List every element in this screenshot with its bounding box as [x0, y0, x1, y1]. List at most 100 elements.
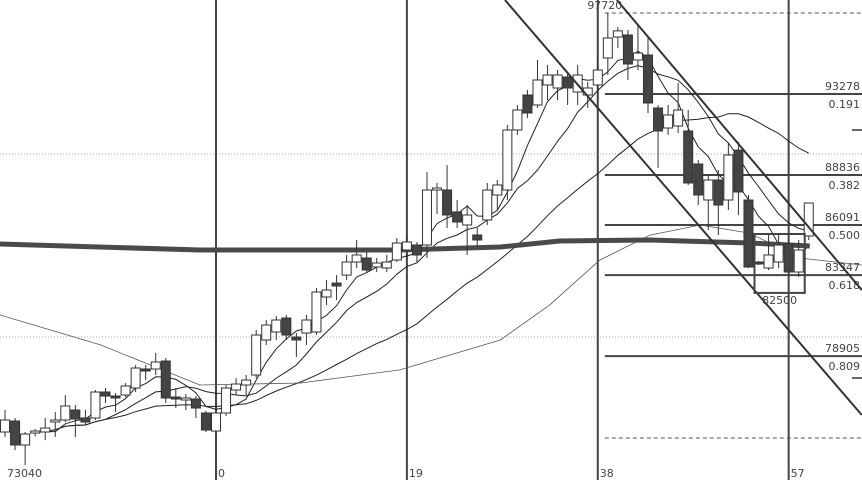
x-tick-label: 38 — [600, 467, 614, 480]
x-tick-label: 19 — [409, 467, 423, 480]
candle-up — [663, 114, 674, 129]
candle-up — [251, 334, 262, 376]
candle-up — [241, 379, 252, 386]
candle-down — [70, 409, 81, 420]
candle-up — [90, 391, 101, 419]
candle-up — [180, 397, 191, 401]
candle-down — [622, 34, 633, 65]
candle-up — [632, 52, 643, 61]
candle-up — [492, 184, 503, 196]
candle-up — [723, 154, 734, 201]
candle-down — [190, 398, 201, 409]
candle-up — [130, 367, 141, 389]
candle-down — [683, 130, 694, 184]
candle-down — [170, 396, 181, 400]
candle-down — [442, 189, 453, 216]
candle-up — [301, 319, 312, 334]
candle-up — [542, 74, 553, 86]
candle-up — [803, 202, 814, 237]
candle-up — [0, 419, 11, 433]
candle-up — [120, 385, 131, 396]
heavy-moving-average-line — [0, 237, 810, 253]
fibonacci-levels: 932780.191888360.382860910.500833470.618… — [604, 80, 862, 373]
candle-down — [140, 368, 151, 372]
candle-up — [321, 289, 332, 298]
range-box: 82500 — [753, 233, 806, 307]
candle-up — [391, 242, 402, 261]
high-price-label: 97720 — [587, 0, 622, 12]
candle-up — [271, 319, 282, 333]
candle-down — [452, 211, 463, 223]
candle-up — [532, 79, 543, 106]
candle-up — [432, 187, 443, 191]
candle-down — [411, 244, 422, 256]
candle-up — [50, 419, 61, 423]
range-box-rect — [753, 233, 806, 294]
candle-up — [512, 109, 523, 131]
candle-up — [381, 261, 392, 269]
candle-up — [371, 262, 382, 268]
candle-down — [743, 199, 754, 268]
candle-down — [783, 243, 794, 273]
fib-ratio-label: 0.382 — [829, 179, 861, 192]
candle-up — [60, 405, 71, 421]
candle-up — [592, 69, 603, 86]
candle-up — [793, 249, 804, 273]
candle-up — [673, 109, 684, 127]
candle-up — [763, 254, 774, 269]
candle-up — [401, 241, 412, 251]
candle-up — [150, 361, 161, 370]
candle-down — [653, 107, 664, 132]
trendline — [616, 0, 862, 291]
candle-down — [472, 234, 483, 241]
fib-price-label: 88836 — [825, 161, 860, 174]
fib-price-label: 78905 — [825, 342, 860, 355]
candle-up — [421, 189, 432, 246]
candle-down — [643, 54, 654, 104]
x-tick-label: 73040 — [7, 467, 42, 480]
range-box-label: 82500 — [762, 294, 797, 307]
candle-down — [522, 94, 533, 114]
candle-down — [10, 420, 21, 446]
candle-up — [341, 261, 352, 276]
fib-ratio-label: 0.500 — [829, 229, 861, 242]
candle-down — [100, 391, 111, 397]
candle-up — [221, 387, 232, 414]
fib-price-label: 93278 — [825, 80, 860, 93]
candle-down — [562, 76, 573, 89]
candle-up — [773, 244, 784, 263]
fib-ratio-label: 0.618 — [829, 279, 861, 292]
fib-price-label: 86091 — [825, 211, 860, 224]
trendline — [504, 0, 862, 416]
fib-ratio-label: 0.809 — [829, 360, 861, 373]
candle-down — [110, 395, 121, 399]
candle-up — [211, 412, 222, 432]
fib-ratio-label: 0.191 — [829, 98, 861, 111]
candle-up — [462, 214, 473, 226]
candle-down — [160, 360, 171, 399]
candle-up — [703, 179, 714, 201]
candle-up — [602, 37, 613, 59]
candle-up — [20, 433, 31, 446]
candle-up — [552, 74, 563, 89]
candle-up — [502, 129, 513, 191]
candle-down — [200, 412, 211, 431]
candle-up — [351, 254, 362, 263]
candle-down — [361, 257, 372, 271]
axis-labels: 97720 73040 0 19 38 57 — [7, 0, 805, 480]
candle-up — [612, 30, 623, 38]
candle-down — [733, 149, 744, 193]
candle-up — [311, 291, 322, 333]
candle-up — [261, 324, 272, 341]
candle-down — [713, 179, 724, 206]
grid-lines — [0, 12, 862, 439]
candle-up — [231, 383, 242, 391]
candle-down — [281, 317, 292, 336]
trendlines — [504, 0, 862, 416]
x-tick-label: 0 — [218, 467, 225, 480]
candle-up — [40, 427, 51, 433]
candle-up — [482, 189, 493, 221]
candle-up — [30, 430, 41, 434]
candle-down — [331, 282, 342, 287]
